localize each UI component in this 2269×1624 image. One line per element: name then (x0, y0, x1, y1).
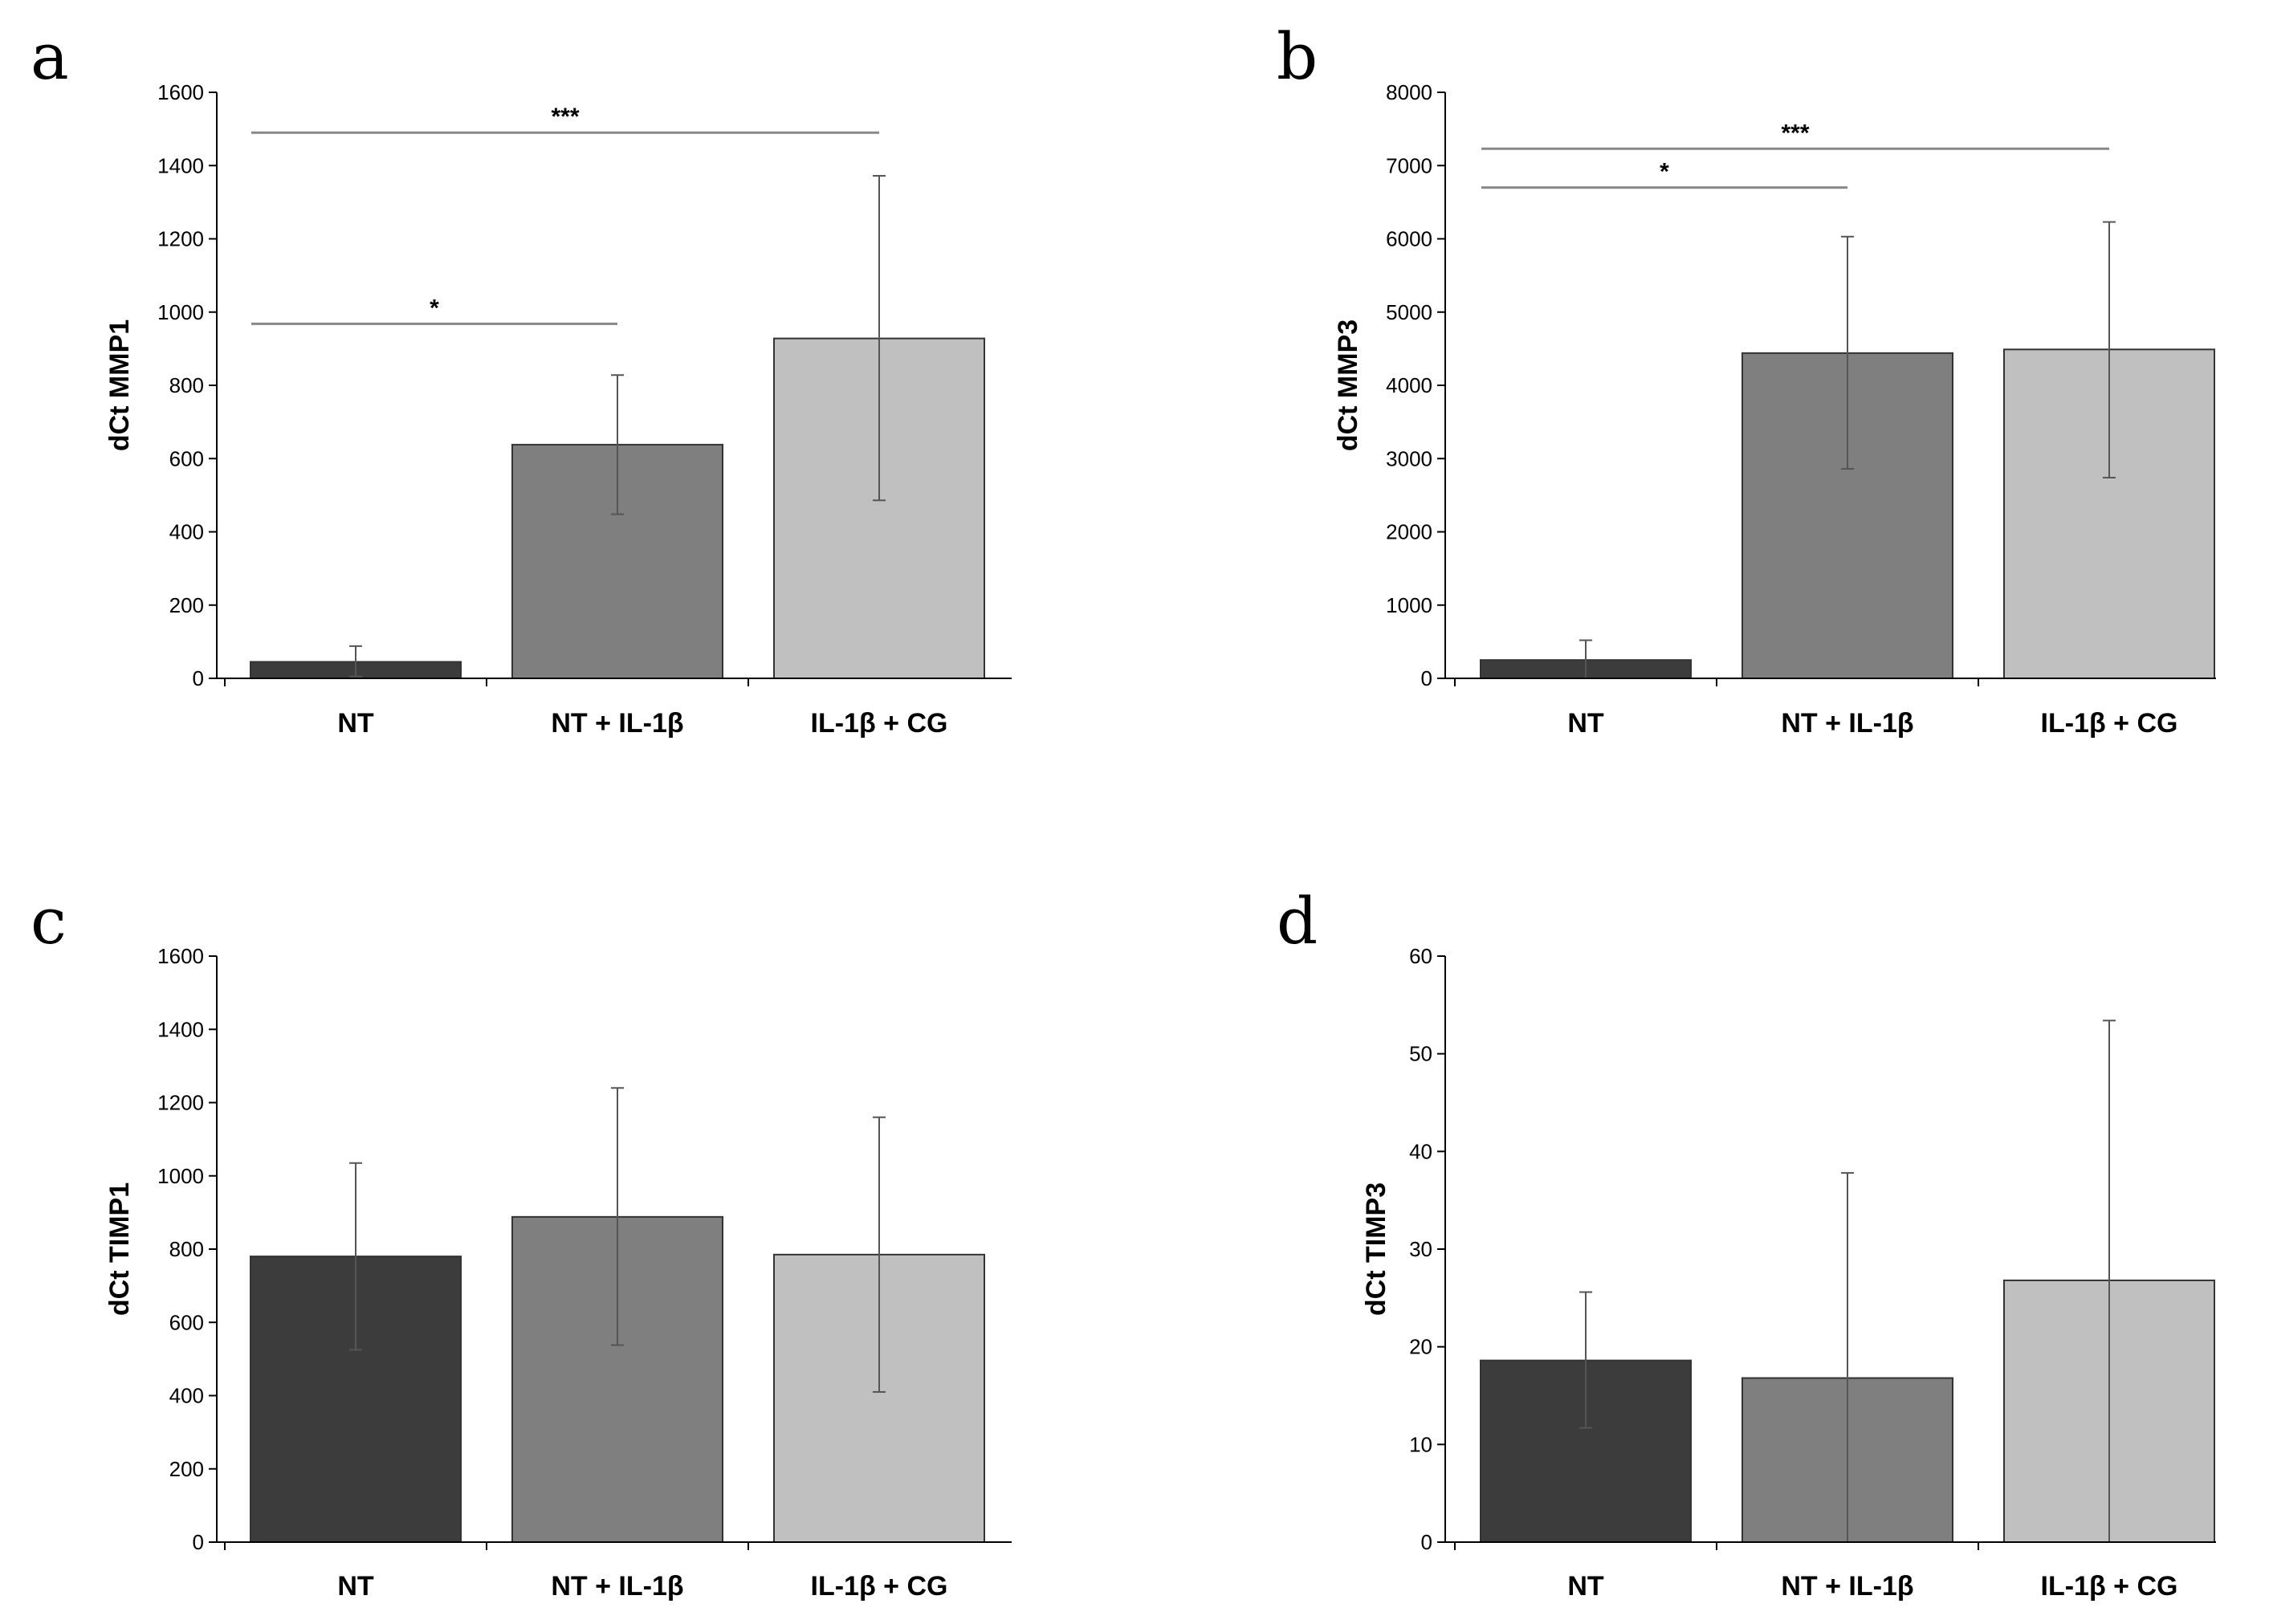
significance-label-1: * (1660, 159, 1669, 185)
y-tick-label: 1200 (157, 227, 204, 251)
y-axis-title: dCt TIMP1 (104, 1182, 135, 1316)
y-tick-label: 4000 (1386, 373, 1432, 397)
y-tick-label: 1600 (157, 80, 204, 104)
y-tick-label: 0 (193, 666, 204, 690)
significance-label-0: *** (551, 104, 579, 130)
category-label-0: NT (1567, 708, 1604, 739)
y-tick-label: 1000 (1386, 593, 1432, 617)
y-tick-label: 200 (169, 593, 204, 617)
y-tick-label: 2000 (1386, 520, 1432, 544)
y-tick-label: 5000 (1386, 300, 1432, 324)
panel-a: a dCt MMP1 0 200 400 600 800 1000 1200 1400 1600 NT… (31, 19, 1012, 739)
category-label-2: IL-1β + CG (2041, 1571, 2178, 1602)
y-tick-label: 800 (169, 1237, 204, 1261)
panel-b: b dCt MMP3 0 1000 2000 3000 4000 5000 6000 7000 80… (1277, 19, 2216, 739)
panel-d: d dCt TIMP3 0 10 20 30 40 50 60 NT NT + IL-1β IL-1β… (1277, 884, 2216, 1602)
y-tick-label: 600 (169, 446, 204, 470)
y-tick-label: 1000 (157, 300, 204, 324)
panel-letter: b (1277, 19, 1318, 94)
y-tick-label: 40 (1409, 1139, 1432, 1163)
y-tick-label: 60 (1409, 944, 1432, 968)
y-tick-label: 1400 (157, 1017, 204, 1041)
category-label-0: NT (337, 708, 374, 739)
y-tick-label: 20 (1409, 1335, 1432, 1359)
y-tick-label: 400 (169, 520, 204, 544)
y-tick-label: 800 (169, 373, 204, 397)
significance-label-0: *** (1781, 120, 1809, 146)
y-axis-title: dCt MMP1 (104, 320, 135, 451)
panel-letter: c (31, 884, 67, 959)
category-label-1: NT + IL-1β (1781, 708, 1913, 739)
y-tick-label: 10 (1409, 1432, 1432, 1456)
y-axis-title: dCt MMP3 (1333, 320, 1363, 451)
category-label-2: IL-1β + CG (811, 1571, 948, 1602)
significance-label-1: * (430, 295, 439, 321)
y-tick-label: 400 (169, 1384, 204, 1408)
panel-letter: a (31, 19, 69, 94)
y-tick-label: 0 (193, 1530, 204, 1554)
y-tick-label: 1200 (157, 1091, 204, 1115)
category-label-1: NT + IL-1β (551, 708, 683, 739)
y-tick-label: 1000 (157, 1164, 204, 1188)
y-tick-label: 1400 (157, 153, 204, 177)
y-axis-title: dCt TIMP3 (1361, 1182, 1391, 1316)
category-label-1: NT + IL-1β (551, 1571, 683, 1602)
y-tick-label: 1600 (157, 944, 204, 968)
category-label-2: IL-1β + CG (2041, 708, 2178, 739)
y-tick-label: 0 (1421, 666, 1432, 690)
category-label-0: NT (1567, 1571, 1604, 1602)
category-label-0: NT (337, 1571, 374, 1602)
y-tick-label: 6000 (1386, 227, 1432, 251)
category-label-2: IL-1β + CG (811, 708, 948, 739)
y-tick-label: 200 (169, 1457, 204, 1481)
y-tick-label: 600 (169, 1310, 204, 1334)
category-label-1: NT + IL-1β (1781, 1571, 1913, 1602)
y-tick-label: 50 (1409, 1042, 1432, 1066)
y-tick-label: 7000 (1386, 153, 1432, 177)
y-tick-label: 8000 (1386, 80, 1432, 104)
panel-c: c dCt TIMP1 0 200 400 600 800 1000 1200 1400 1600 N… (31, 884, 1012, 1602)
y-tick-label: 0 (1421, 1530, 1432, 1554)
panel-letter: d (1277, 884, 1318, 959)
y-tick-label: 3000 (1386, 446, 1432, 470)
y-tick-label: 30 (1409, 1237, 1432, 1261)
